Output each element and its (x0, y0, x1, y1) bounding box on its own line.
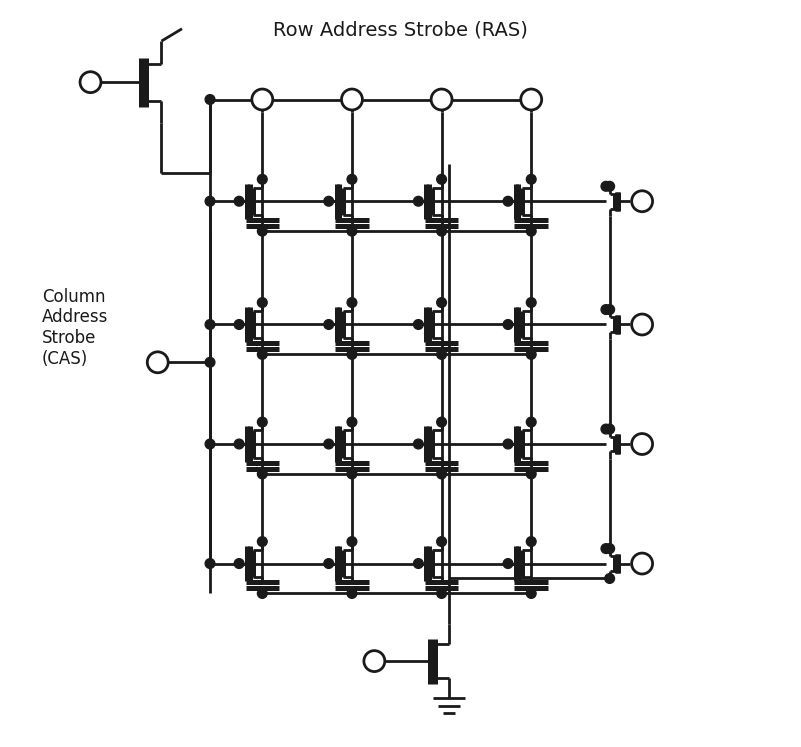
Circle shape (347, 350, 356, 359)
Circle shape (632, 314, 653, 335)
Circle shape (437, 536, 446, 547)
Circle shape (205, 320, 215, 329)
Circle shape (413, 559, 423, 568)
Circle shape (252, 89, 273, 110)
Circle shape (205, 358, 215, 368)
Circle shape (437, 469, 446, 479)
Circle shape (234, 320, 244, 329)
Circle shape (205, 559, 215, 568)
Circle shape (257, 226, 268, 236)
Circle shape (437, 350, 446, 359)
Circle shape (80, 72, 101, 93)
Circle shape (632, 553, 653, 574)
Circle shape (601, 544, 611, 554)
Circle shape (526, 417, 536, 427)
Circle shape (526, 536, 536, 547)
Circle shape (632, 190, 653, 211)
Circle shape (503, 320, 513, 329)
Circle shape (605, 544, 614, 554)
Circle shape (601, 424, 611, 434)
Circle shape (601, 305, 611, 314)
Circle shape (347, 174, 356, 185)
Circle shape (324, 559, 333, 568)
Circle shape (257, 469, 268, 479)
Circle shape (503, 559, 513, 568)
Circle shape (324, 439, 333, 449)
Circle shape (347, 469, 356, 479)
Circle shape (526, 174, 536, 185)
Circle shape (437, 589, 446, 598)
Circle shape (205, 95, 215, 105)
Circle shape (234, 559, 244, 568)
Circle shape (257, 536, 268, 547)
Circle shape (324, 320, 333, 329)
Circle shape (205, 196, 215, 206)
Circle shape (526, 350, 536, 359)
Circle shape (324, 196, 333, 206)
Circle shape (526, 469, 536, 479)
Circle shape (205, 439, 215, 449)
Circle shape (521, 89, 541, 110)
Circle shape (234, 439, 244, 449)
Circle shape (257, 589, 268, 598)
Circle shape (437, 417, 446, 427)
Circle shape (437, 174, 446, 185)
Circle shape (257, 417, 268, 427)
Circle shape (431, 89, 452, 110)
Circle shape (347, 417, 356, 427)
Circle shape (413, 320, 423, 329)
Circle shape (437, 226, 446, 236)
Circle shape (601, 182, 611, 191)
Circle shape (147, 352, 168, 373)
Circle shape (341, 89, 362, 110)
Circle shape (413, 196, 423, 206)
Circle shape (347, 298, 356, 308)
Circle shape (605, 305, 614, 314)
Circle shape (526, 226, 536, 236)
Circle shape (605, 574, 614, 583)
Circle shape (364, 651, 384, 672)
Text: Row Address Strobe (RAS): Row Address Strobe (RAS) (273, 21, 528, 40)
Circle shape (257, 298, 268, 308)
Circle shape (605, 182, 614, 191)
Circle shape (257, 350, 268, 359)
Circle shape (347, 589, 356, 598)
Circle shape (605, 424, 614, 434)
Circle shape (437, 298, 446, 308)
Circle shape (234, 196, 244, 206)
Circle shape (347, 536, 356, 547)
Text: Column
Address
Strobe
(CAS): Column Address Strobe (CAS) (42, 288, 108, 368)
Circle shape (347, 226, 356, 236)
Circle shape (632, 433, 653, 454)
Circle shape (526, 589, 536, 598)
Circle shape (413, 439, 423, 449)
Circle shape (503, 196, 513, 206)
Circle shape (257, 174, 268, 185)
Circle shape (503, 439, 513, 449)
Circle shape (526, 298, 536, 308)
